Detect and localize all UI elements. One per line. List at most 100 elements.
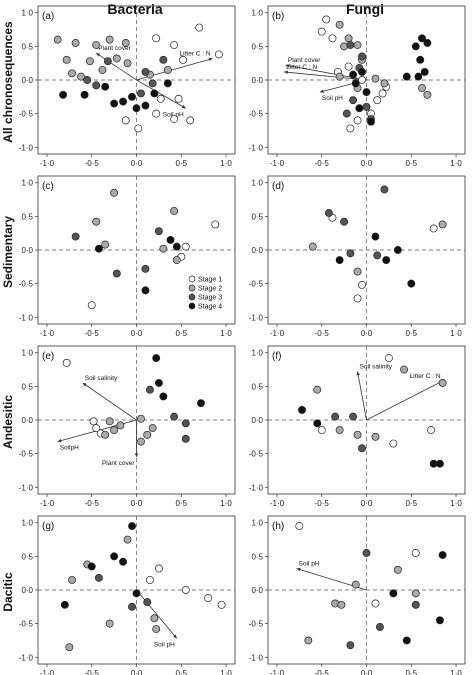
y-tick-label: 0·0 (21, 416, 33, 425)
row-title-sedimentary: Sedimentary (1, 216, 15, 288)
data-point (137, 89, 145, 98)
data-point (172, 256, 181, 265)
y-tick-label: 1·0 (21, 349, 33, 358)
vector-arrow (136, 589, 178, 639)
data-point (121, 39, 130, 47)
y-tick-label: -0·5 (249, 450, 264, 459)
data-point (197, 399, 205, 408)
data-point (358, 444, 366, 453)
data-point (313, 385, 322, 394)
x-tick-label: -1·0 (270, 499, 285, 508)
x-tick-label: 0·5 (175, 499, 187, 508)
data-point (304, 636, 313, 645)
y-tick-label: 1·0 (251, 9, 263, 18)
data-point (317, 426, 326, 435)
y-tick-label: 0·5 (21, 382, 33, 391)
data-point (438, 551, 447, 559)
data-point (346, 249, 355, 258)
data-point (65, 643, 74, 652)
data-point (59, 90, 68, 99)
x-tick-label: 0·5 (175, 669, 187, 675)
data-point (181, 419, 190, 428)
data-point (380, 79, 389, 88)
data-point (438, 379, 447, 387)
x-tick-label: 0·0 (361, 669, 373, 675)
x-tick-label: -0·5 (85, 329, 100, 338)
data-point (400, 365, 409, 374)
row-title-andesitic: Andesitic (1, 395, 15, 449)
data-point (159, 55, 168, 64)
legend: Stage 1 Stage 2 Stage 3 Stage 4 (188, 275, 222, 311)
data-point (371, 232, 380, 241)
vector-arrow (82, 382, 137, 421)
x-tick-label: -0·5 (315, 669, 330, 675)
data-point (170, 412, 179, 421)
column-title-bacteria: Bacteria (107, 1, 162, 17)
column-title-fungi: Fungi (346, 1, 384, 17)
y-tick-label: -1·0 (249, 653, 264, 662)
data-point (331, 412, 340, 421)
x-tick-label: 0·5 (405, 159, 417, 168)
data-point (105, 35, 114, 44)
data-point (179, 55, 188, 64)
data-point (60, 600, 69, 609)
data-point (418, 84, 426, 93)
y-tick-label: 1·0 (21, 9, 33, 18)
data-point (349, 412, 358, 421)
y-tick-label: -1·0 (249, 483, 264, 492)
vector-arrowhead (285, 64, 290, 68)
x-tick-label: 1·0 (450, 669, 462, 675)
vector-label: Litter C : N (410, 373, 441, 380)
data-point (83, 76, 92, 84)
data-point (384, 354, 393, 363)
panel-label: (f) (272, 351, 281, 362)
data-point (128, 522, 136, 531)
panels: -1·0 -0·5 0·0 0·5 1·0 1·0 0·5 0·0 -0·5 -1·0 (a) Pla… (19, 5, 466, 675)
data-point (152, 625, 161, 633)
y-tick-label: 0·5 (21, 212, 33, 221)
data-point (71, 232, 80, 241)
data-point (342, 109, 351, 118)
data-point (435, 459, 444, 468)
data-point (159, 244, 168, 253)
y-tick-label: -1·0 (249, 313, 264, 322)
data-point (427, 426, 435, 435)
x-tick-label: -1·0 (40, 499, 55, 508)
y-tick-label: 1·0 (251, 179, 263, 188)
data-point (92, 424, 101, 433)
data-point (423, 39, 432, 47)
data-point (380, 185, 389, 194)
data-point (85, 57, 94, 66)
y-tick-label: -1·0 (19, 653, 34, 662)
data-point (195, 23, 204, 32)
x-tick-label: 0·5 (175, 329, 187, 338)
vector-label: Plant cover (102, 460, 135, 467)
panel-label: (c) (42, 181, 54, 192)
y-tick-label: 0·5 (21, 42, 33, 51)
x-tick-label: 0·0 (131, 499, 143, 508)
legend-label: Stage 3 (198, 295, 222, 302)
x-tick-label: -0·5 (315, 159, 330, 168)
vector-arrow (95, 52, 137, 81)
y-tick-label: 0·0 (21, 586, 33, 595)
vector-label: Plant cover (98, 45, 131, 52)
data-point (393, 565, 402, 574)
vector-arrowhead (134, 453, 139, 457)
data-point (322, 15, 331, 24)
data-point (382, 256, 391, 265)
vector-label: Soil pH (299, 560, 320, 567)
x-tick-label: -0·5 (315, 329, 330, 338)
y-tick-label: -1·0 (249, 143, 264, 152)
data-point (358, 76, 366, 84)
vector-arrowhead (96, 53, 101, 57)
x-tick-label: -0·5 (85, 669, 100, 675)
data-point (328, 34, 337, 43)
data-point (438, 220, 447, 229)
data-point (411, 42, 420, 51)
x-tick-label: -1·0 (270, 669, 285, 675)
x-tick-label: 0·5 (175, 159, 187, 168)
vector-arrow (284, 71, 367, 81)
panel-label: (h) (272, 521, 284, 532)
y-tick-label: -0·5 (19, 620, 34, 629)
vector-arrowhead (284, 70, 288, 75)
